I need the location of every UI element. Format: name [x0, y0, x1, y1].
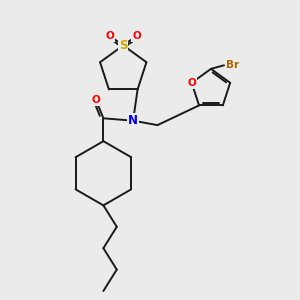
Text: S: S [119, 39, 128, 52]
Text: Br: Br [226, 60, 239, 70]
Text: O: O [92, 95, 100, 105]
Text: O: O [187, 78, 196, 88]
Text: N: N [128, 114, 138, 127]
Text: O: O [132, 31, 141, 41]
Text: O: O [106, 31, 114, 41]
